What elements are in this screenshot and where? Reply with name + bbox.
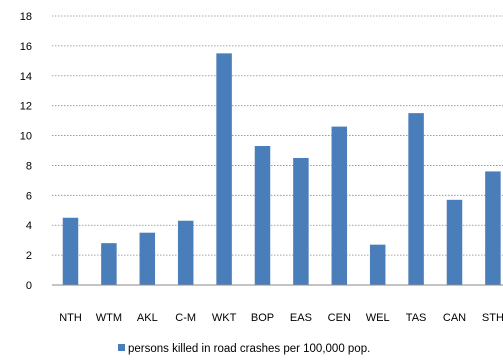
y-tick-label: 18: [20, 11, 32, 23]
x-axis-tick-labels: NTH WTM AKL C-M WKT BOP EAS CEN WEL TAS CAN STH: [59, 312, 503, 324]
bar-wkt: [216, 53, 232, 285]
y-tick-label: 16: [20, 41, 32, 53]
x-tick-label-wel: WEL: [366, 312, 390, 324]
x-tick-label-sth: STH: [482, 312, 503, 324]
bar-sth: [485, 171, 501, 285]
bar-can: [446, 199, 463, 285]
y-tick-label: 0: [26, 280, 32, 292]
y-tick-label: 6: [26, 190, 32, 202]
y-tick-label: 10: [20, 131, 32, 143]
x-tick-label-eas: EAS: [290, 312, 312, 324]
bar-nth: [62, 217, 79, 285]
bars: [62, 53, 501, 285]
bar-bop: [254, 146, 271, 285]
legend-label: persons killed in road crashes per 100,0…: [128, 343, 370, 355]
y-tick-label: 4: [26, 220, 32, 232]
bar-wel: [369, 244, 386, 285]
x-tick-label-cen: CEN: [328, 312, 351, 324]
y-tick-label: 12: [20, 101, 32, 113]
bar-tas: [408, 113, 424, 285]
y-axis-tick-labels: 0 2 4 6 8 10 12 14 16 18: [20, 11, 32, 292]
y-tick-label: 14: [20, 71, 32, 83]
x-tick-label-wkt: WKT: [212, 312, 237, 324]
x-tick-label-bop: BOP: [251, 312, 274, 324]
y-tick-label: 8: [26, 160, 32, 172]
bar-wtm: [101, 243, 117, 285]
x-tick-label-can: CAN: [443, 312, 466, 324]
bar-c-m: [177, 220, 194, 285]
bar-cen: [331, 126, 348, 285]
x-tick-label-tas: TAS: [406, 312, 427, 324]
x-tick-label-akl: AKL: [137, 312, 158, 324]
y-tick-label: 2: [26, 250, 32, 262]
bar-eas: [293, 157, 309, 285]
gridlines: [52, 15, 503, 256]
x-tick-label-wtm: WTM: [96, 312, 122, 324]
legend-swatch: [118, 344, 125, 351]
x-tick-label-c-m: C-M: [175, 312, 196, 324]
bar-akl: [139, 232, 156, 285]
legend: persons killed in road crashes per 100,0…: [118, 343, 370, 355]
x-tick-label-nth: NTH: [59, 312, 82, 324]
